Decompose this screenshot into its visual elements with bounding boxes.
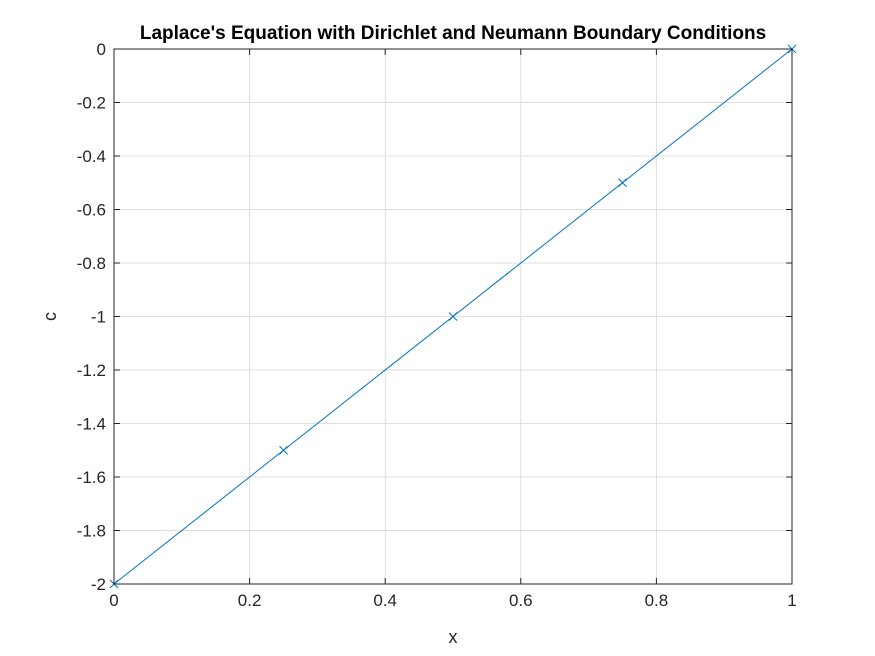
series-layer <box>109 44 797 589</box>
y-tick-label: -1.2 <box>77 361 106 380</box>
y-tick-label: -1 <box>91 308 106 327</box>
x-tick-label: 1 <box>787 591 796 610</box>
y-tick-label: -0.2 <box>77 94 106 113</box>
x-tick-label: 0.2 <box>238 591 262 610</box>
marker-stroke <box>618 178 627 188</box>
y-tick-label: -2 <box>91 575 106 594</box>
marker-stroke <box>448 312 458 321</box>
y-tick-label: -1.4 <box>77 415 106 434</box>
data-point-marker <box>279 445 288 455</box>
data-point-marker <box>448 312 458 321</box>
marker-stroke <box>279 445 288 455</box>
ticks: 0 0.2 0.4 0.6 0.8 1 0 -0.2 -0.4 -0.6 -0.8 -1 -1.2 -1.… <box>77 40 797 610</box>
x-tick-label: 0.8 <box>645 591 669 610</box>
x-tick-label: 0 <box>109 591 118 610</box>
y-tick-label: -0.4 <box>77 147 106 166</box>
y-tick-label: 0 <box>97 40 106 59</box>
data-point-marker <box>618 178 627 188</box>
x-tick-label: 0.6 <box>509 591 533 610</box>
chart-title: Laplace's Equation with Dirichlet and Ne… <box>140 23 766 44</box>
x-axis-label: x <box>449 627 458 647</box>
x-tick-label: 0.4 <box>373 591 397 610</box>
y-axis-label: c <box>40 312 60 321</box>
y-tick-label: -1.6 <box>77 468 106 487</box>
y-tick-label: -0.6 <box>77 201 106 220</box>
y-tick-label: -1.8 <box>77 522 106 541</box>
y-tick-label: -0.8 <box>77 254 106 273</box>
